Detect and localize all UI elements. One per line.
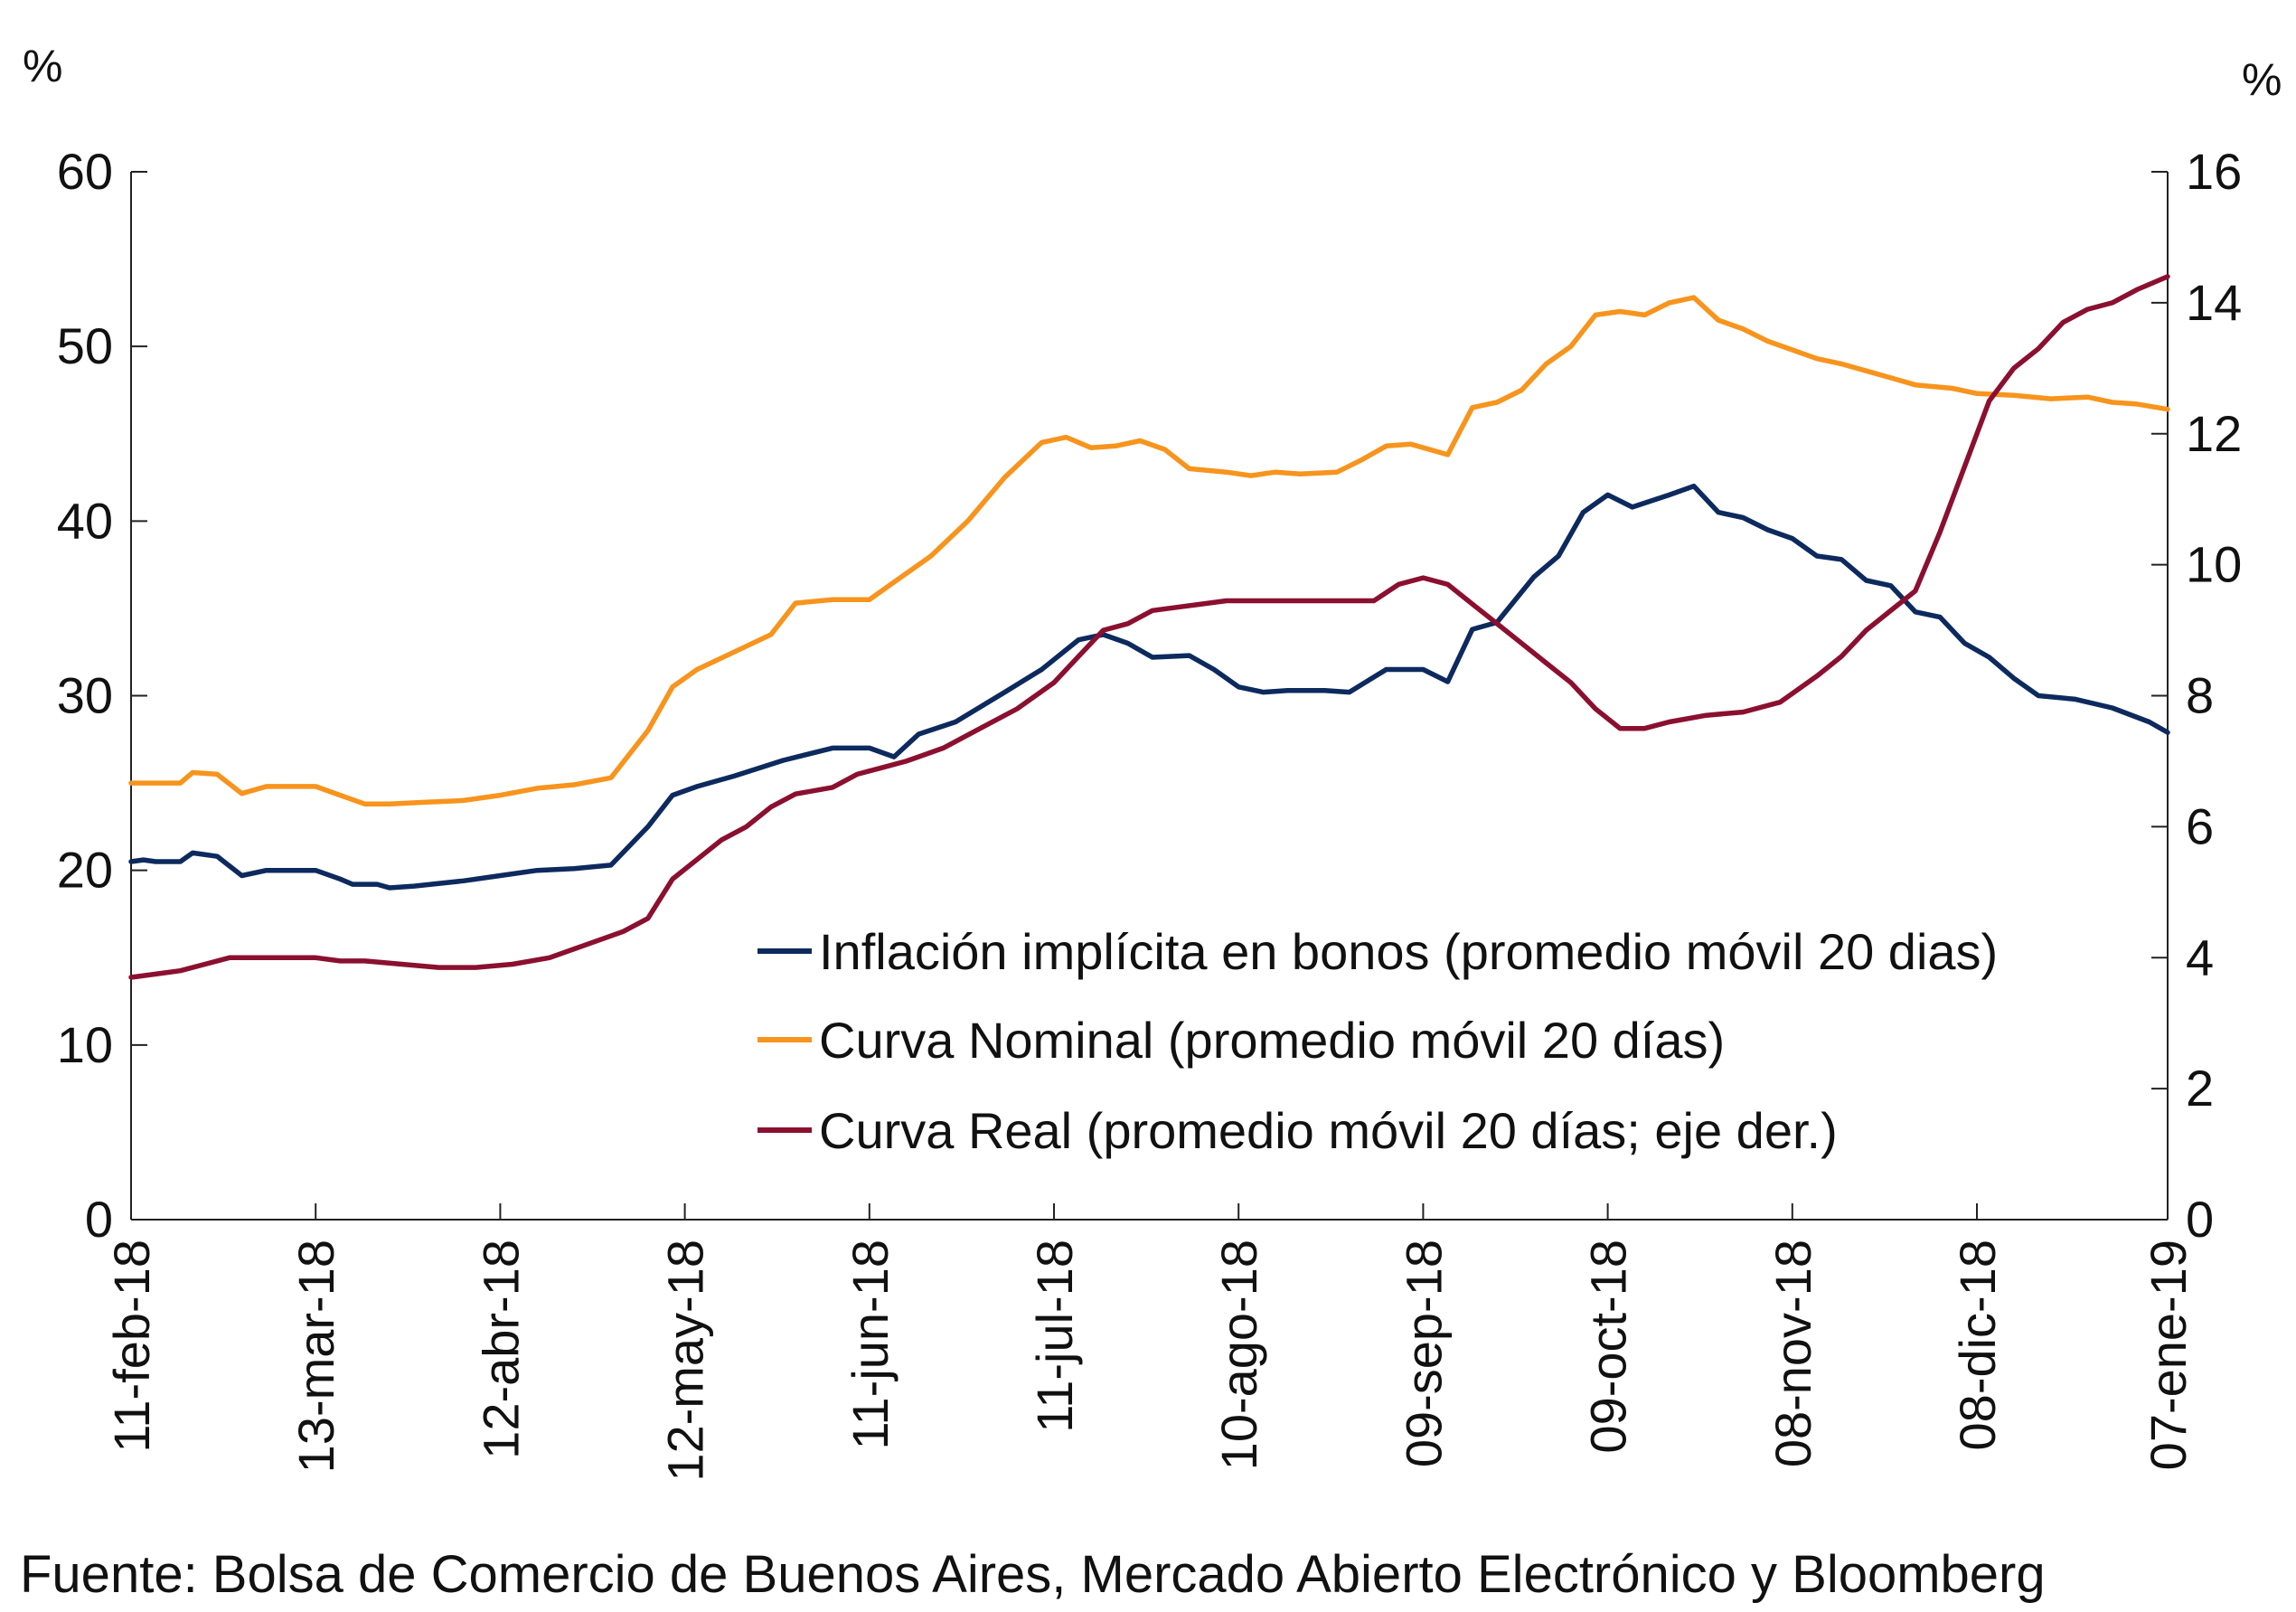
right-tick-label: 6 <box>2186 797 2214 854</box>
right-tick-label: 12 <box>2186 405 2242 462</box>
right-axis-unit: % <box>2242 54 2282 105</box>
legend-label-real: Curva Real (promedio móvil 20 días; eje … <box>819 1102 1838 1159</box>
legend-label-nominal: Curva Nominal (promedio móvil 20 días) <box>819 1012 1725 1069</box>
x-tick-label: 08-nov-18 <box>1764 1240 1821 1467</box>
x-tick-label: 11-jun-18 <box>842 1240 899 1449</box>
series-line-1 <box>128 295 2170 807</box>
legend-label-inflacion: Inflación implícita en bonos (promedio m… <box>819 923 1998 980</box>
right-tick-label: 8 <box>2186 667 2214 724</box>
right-tick-label: 16 <box>2186 143 2242 200</box>
left-tick-label: 20 <box>57 842 113 899</box>
right-tick-label: 14 <box>2186 274 2242 331</box>
x-tick-label: 09-oct-18 <box>1580 1240 1637 1454</box>
source-note: Fuente: Bolsa de Comercio de Buenos Aire… <box>20 1545 2046 1604</box>
left-axis-unit: % <box>23 41 62 91</box>
x-tick-label: 12-may-18 <box>657 1240 714 1482</box>
x-tick-label: 11-jul-18 <box>1026 1240 1083 1433</box>
left-tick-label: 30 <box>57 667 113 724</box>
left-tick-label: 0 <box>85 1191 113 1248</box>
left-tick-label: 10 <box>57 1016 113 1073</box>
x-tick-label: 11-feb-18 <box>103 1240 160 1453</box>
left-tick-label: 40 <box>57 492 113 549</box>
x-tick-label: 13-mar-18 <box>287 1240 344 1473</box>
legend-item-real: Curva Real (promedio móvil 20 días; eje … <box>757 1102 1838 1159</box>
series-line-2 <box>128 274 2170 980</box>
right-tick-label: 10 <box>2186 536 2242 593</box>
x-tick-label: 12-abr-18 <box>472 1240 529 1459</box>
x-tick-label: 08-dic-18 <box>1949 1240 2006 1450</box>
series-line-0 <box>128 483 2170 891</box>
right-tick-label: 4 <box>2186 929 2214 985</box>
legend-item-inflacion: Inflación implícita en bonos (promedio m… <box>757 923 1998 980</box>
right-tick-label: 0 <box>2186 1191 2214 1248</box>
left-tick-label: 60 <box>57 143 113 200</box>
x-tick-label: 09-sep-18 <box>1395 1240 1452 1467</box>
x-tick-label: 07-ene-19 <box>2140 1240 2197 1470</box>
right-tick-label: 2 <box>2186 1060 2214 1117</box>
legend: Inflación implícita en bonos (promedio m… <box>757 923 1998 1159</box>
left-tick-label: 50 <box>57 317 113 374</box>
x-axis-ticks: 11-feb-18 13-mar-18 12-abr-18 12-may-18 11-j… <box>103 1203 2197 1482</box>
series-lines <box>128 274 2170 980</box>
legend-item-nominal: Curva Nominal (promedio móvil 20 días) <box>757 1012 1725 1069</box>
x-tick-label: 10-ago-18 <box>1210 1240 1267 1470</box>
left-axis-ticks: 0 10 20 30 40 50 60 <box>57 143 147 1248</box>
right-axis-ticks: 0 2 4 6 8 10 12 14 16 <box>2151 143 2242 1248</box>
